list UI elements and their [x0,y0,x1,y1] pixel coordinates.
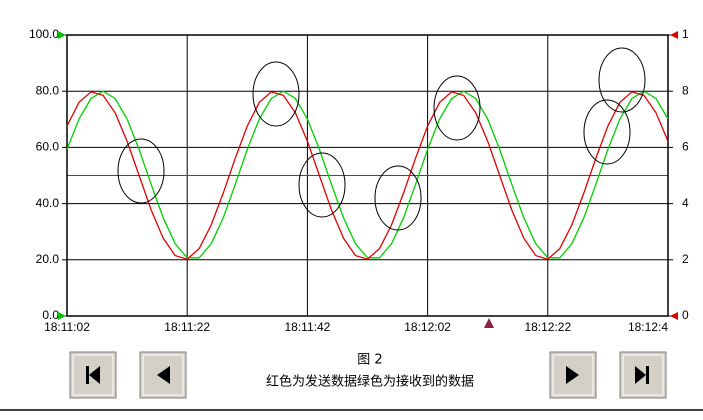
annotation-circles [117,47,646,231]
axis-marker [670,31,678,39]
last-button[interactable] [619,351,667,399]
x-tick-label: 18:11:22 [164,320,210,334]
circle [598,47,646,113]
y-tick-label: 80.0 [36,83,60,97]
y2-tick-label: 8 [682,83,689,97]
axis-marker [670,312,678,320]
x-tick-label: 18:12:02 [404,320,451,334]
y-tick-label: 0.0 [42,308,59,322]
x-tick-label: 18:12:4 [628,320,668,334]
y-tick-label: 100.0 [29,27,59,41]
caption-text: 红色为发送数据绿色为接收到的数据 [266,374,474,390]
y2-tick-label: 4 [682,196,689,210]
axis-marker [58,312,66,320]
circle [298,152,346,218]
y-tick-label: 20.0 [36,252,60,266]
circle [374,165,422,231]
y2-tick-label: 1 [682,27,689,41]
axis-marker [58,31,66,39]
x-tick-label: 18:11:02 [44,320,90,334]
y2-tick-label: 6 [682,140,689,154]
circle [583,99,631,165]
plot-border [66,34,669,317]
x-tick-label: 18:12:22 [524,320,571,334]
circle [117,138,165,204]
caption: 图 2 [357,353,382,368]
series-line [66,90,669,259]
plot-area: 0.0 20.0 40.0 60.0 80.0 100.0 0 2 4 6 8 1 18:11:02 18… [29,27,689,334]
next-button[interactable] [549,351,597,399]
cursor-marker [484,318,494,328]
prev-button[interactable] [139,351,187,399]
series-line [66,91,669,260]
circle [433,75,481,141]
first-button[interactable] [69,351,117,399]
x-tick-label: 18:11:42 [284,320,330,334]
y-tick-label: 60.0 [36,140,60,154]
circle [252,61,300,127]
y2-tick-label: 2 [682,252,689,266]
y-tick-label: 40.0 [36,196,60,210]
y2-tick-label: 0 [682,308,689,322]
